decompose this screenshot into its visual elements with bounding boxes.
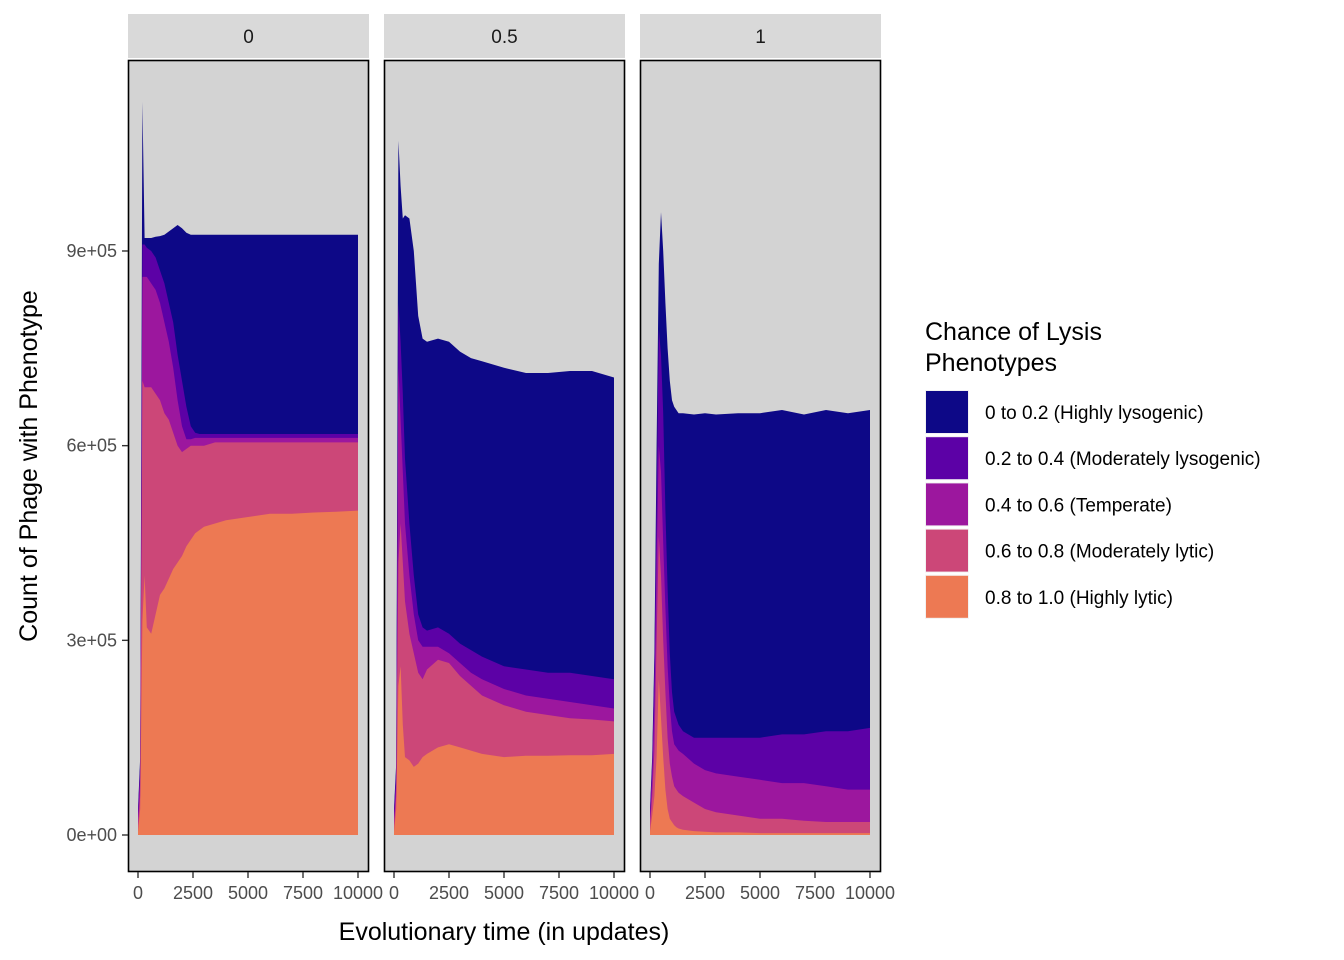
legend-label: 0 to 0.2 (Highly lysogenic): [985, 403, 1204, 424]
legend-title: Phenotypes: [925, 349, 1057, 377]
facet-panel-0.5: 0.5 0 2500 5000 7500 10000: [383, 14, 639, 903]
legend: Chance of Lysis Phenotypes 0 to 0.2 (High…: [925, 318, 1261, 619]
legend-label: 0.8 to 1.0 (Highly lytic): [985, 588, 1173, 609]
panel-border: [127, 59, 370, 873]
facet-panels: 0 0 2500 5000 7500 10000 0.5 0 2500 5000 7500 10000…: [127, 14, 895, 903]
y-tick-label: 0e+00: [66, 825, 117, 845]
y-tick-label: 9e+05: [66, 241, 117, 261]
x-axis-title: Evolutionary time (in updates): [339, 918, 670, 946]
x-tick-label: 5000: [484, 883, 524, 903]
facet-strip-label: 0: [243, 27, 254, 48]
facet-panel-1: 1 0 2500 5000 7500 10000: [639, 14, 895, 903]
x-tick-label: 7500: [283, 883, 323, 903]
facet-strip-label: 1: [755, 27, 766, 48]
x-tick-label: 0: [645, 883, 655, 903]
x-tick-label: 5000: [740, 883, 780, 903]
panel-border: [383, 59, 626, 873]
x-tick-label: 0: [133, 883, 143, 903]
area-moderately-lytic: [650, 536, 870, 835]
y-axis-title: Count of Phage with Phenotype: [15, 290, 43, 642]
x-tick-label: 2500: [429, 883, 469, 903]
y-axis: 0e+00 3e+05 6e+05 9e+05: [66, 241, 128, 845]
legend-label: 0.6 to 0.8 (Moderately lytic): [985, 542, 1214, 563]
y-tick-label: 3e+05: [66, 630, 117, 650]
legend-swatch: [926, 483, 968, 526]
legend-swatch: [926, 575, 968, 618]
legend-swatch: [926, 437, 968, 480]
x-tick-label: 10000: [589, 883, 639, 903]
x-tick-label: 10000: [333, 883, 383, 903]
area-highly-lysogenic: [650, 212, 870, 836]
legend-swatch: [926, 529, 968, 572]
legend-item: 0.2 to 0.4 (Moderately lysogenic): [925, 436, 1261, 481]
x-tick-label: 5000: [228, 883, 268, 903]
panel-border: [639, 59, 882, 873]
x-tick-label: 2500: [685, 883, 725, 903]
facet-panel-0: 0 0 2500 5000 7500 10000: [127, 14, 383, 903]
legend-label: 0.4 to 0.6 (Temperate): [985, 495, 1172, 516]
area-highly-lytic: [394, 666, 614, 835]
facet-strip: [384, 14, 625, 58]
legend-label: 0.2 to 0.4 (Moderately lysogenic): [985, 449, 1261, 470]
x-tick-label: 10000: [845, 883, 895, 903]
legend-item: 0.8 to 1.0 (Highly lytic): [925, 574, 1173, 619]
legend-item: 0 to 0.2 (Highly lysogenic): [925, 390, 1204, 434]
legend-item: 0.4 to 0.6 (Temperate): [925, 482, 1172, 527]
facet-strip-label: 0.5: [491, 27, 517, 48]
x-tick-label: 7500: [795, 883, 835, 903]
legend-item: 0.6 to 0.8 (Moderately lytic): [925, 528, 1214, 573]
area-highly-lytic: [138, 510, 358, 835]
y-tick-label: 6e+05: [66, 436, 117, 456]
facet-strip: [640, 14, 881, 58]
x-tick-label: 2500: [173, 883, 213, 903]
facet-strip: [128, 14, 369, 58]
legend-swatch: [926, 391, 968, 433]
x-tick-label: 0: [389, 883, 399, 903]
x-tick-label: 7500: [539, 883, 579, 903]
legend-title: Chance of Lysis: [925, 318, 1102, 346]
